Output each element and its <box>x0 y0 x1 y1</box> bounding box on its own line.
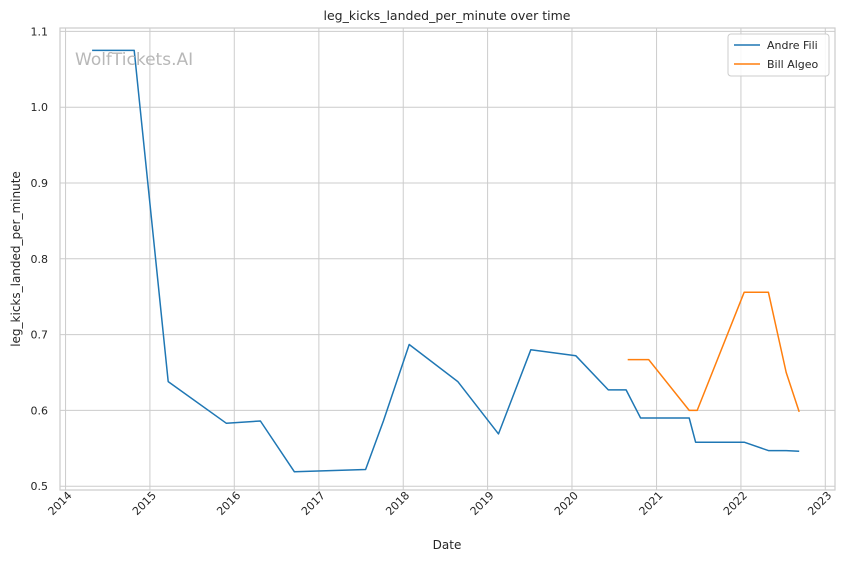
grid-layer <box>60 28 835 490</box>
x-tick-label: 2019 <box>468 489 497 518</box>
chart-title: leg_kicks_landed_per_minute over time <box>324 8 571 23</box>
x-tick-label: 2014 <box>46 489 75 518</box>
x-tick-label: 2018 <box>383 489 412 518</box>
y-tick-label: 0.7 <box>31 329 49 342</box>
x-tick-label: 2022 <box>721 489 750 518</box>
y-tick-label: 0.9 <box>31 177 49 190</box>
y-tick-label: 0.5 <box>31 480 49 493</box>
x-axis-label: Date <box>433 538 462 552</box>
ticks-layer: 2014 2015 2016 2017 2018 2019 2020 2021 2022 2023… <box>31 25 835 518</box>
x-tick-label: 2015 <box>130 489 159 518</box>
y-tick-label: 0.6 <box>31 404 49 417</box>
y-tick-label: 1.1 <box>31 25 49 38</box>
y-tick-label: 0.8 <box>31 253 49 266</box>
y-axis-label: leg_kicks_landed_per_minute <box>9 171 23 347</box>
legend: Andre Fili Bill Algeo <box>727 33 830 77</box>
lines-layer <box>92 49 800 473</box>
plot-frame <box>59 27 836 491</box>
series-line-bill-algeo <box>627 291 800 413</box>
watermark-text: WolfTickets.AI <box>75 50 193 70</box>
legend-label-andre-fili: Andre Fili <box>767 39 818 52</box>
x-tick-label: 2023 <box>805 489 834 518</box>
y-tick-label: 1.0 <box>31 101 49 114</box>
x-tick-label: 2020 <box>552 489 581 518</box>
legend-label-bill-algeo: Bill Algeo <box>767 58 819 71</box>
x-tick-label: 2016 <box>214 489 243 518</box>
series-line-andre-fili <box>92 49 800 473</box>
x-tick-label: 2017 <box>299 489 328 518</box>
x-tick-label: 2021 <box>637 489 666 518</box>
